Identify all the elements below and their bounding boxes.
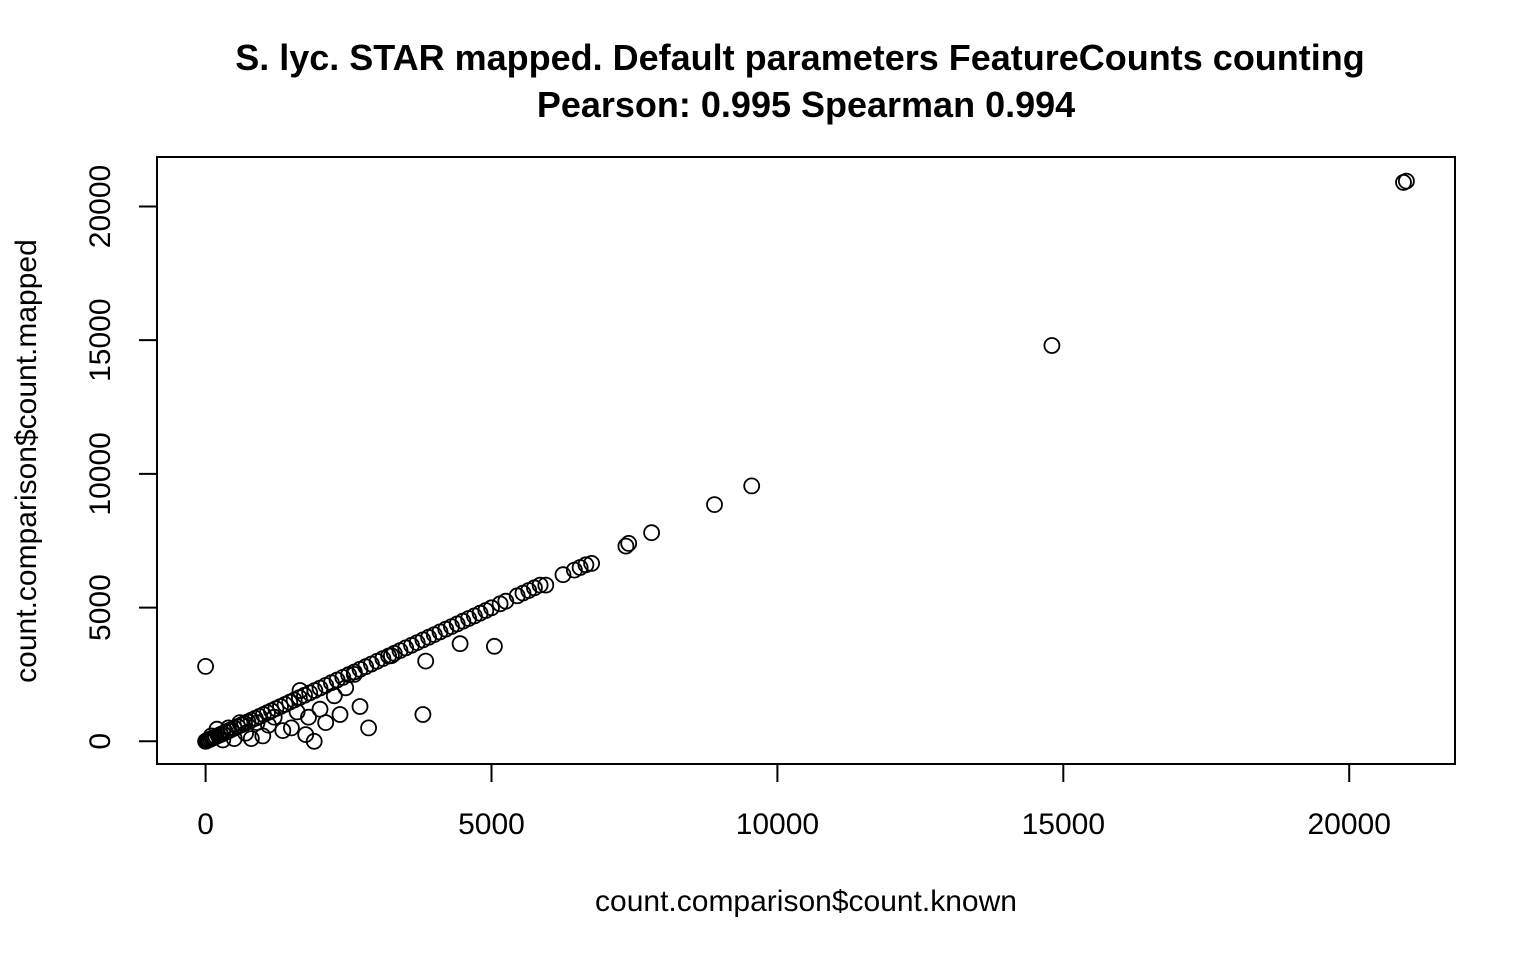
data-point — [360, 719, 378, 737]
data-point — [706, 496, 723, 514]
data-point — [351, 698, 369, 715]
data-point — [382, 647, 400, 665]
x-axis: 0 5000 10000 15000 20000 — [197, 763, 1391, 841]
y-tick-label: 15000 — [84, 298, 117, 381]
data-point — [554, 566, 572, 584]
chart-title: S. lyc. STAR mapped. Default parameters … — [235, 37, 1365, 78]
data-point — [620, 535, 638, 552]
data-point — [291, 682, 309, 699]
data-point — [202, 727, 220, 745]
data-point — [1398, 172, 1415, 190]
data-point — [537, 576, 555, 594]
data-point — [583, 555, 600, 572]
y-axis-label: count.comparison$count.mapped — [10, 239, 43, 683]
data-point — [743, 477, 761, 495]
data-point — [417, 652, 435, 670]
data-point — [345, 666, 363, 683]
data-point — [300, 708, 317, 726]
data-point — [260, 716, 277, 734]
y-tick-label: 0 — [84, 733, 117, 750]
x-tick-label: 20000 — [1307, 808, 1390, 841]
data-point — [274, 722, 292, 739]
x-tick-label: 15000 — [1022, 808, 1105, 841]
data-point — [485, 637, 503, 655]
data-point — [197, 658, 215, 675]
data-point — [617, 537, 635, 555]
data-point — [643, 524, 660, 542]
plot-frame — [156, 156, 1456, 765]
chart-subtitle: Pearson: 0.995 Spearman 0.994 — [537, 84, 1075, 125]
data-points — [197, 172, 1415, 750]
data-point — [231, 714, 249, 731]
data-point — [248, 714, 266, 731]
data-point — [282, 719, 300, 737]
y-axis: 0 5000 10000 15000 20000 — [84, 165, 158, 750]
data-point — [288, 703, 306, 721]
data-point — [531, 576, 549, 594]
y-tick-label: 20000 — [84, 165, 117, 248]
y-tick-label: 5000 — [84, 574, 117, 641]
x-tick-label: 0 — [197, 808, 214, 841]
data-point — [325, 687, 343, 705]
data-point — [242, 730, 260, 747]
data-point — [1043, 337, 1061, 354]
data-point — [414, 706, 432, 723]
data-point — [297, 726, 315, 743]
data-point — [337, 679, 355, 697]
data-point — [483, 599, 500, 617]
y-tick-label: 10000 — [84, 432, 117, 515]
data-point — [331, 706, 349, 723]
data-point — [225, 730, 243, 747]
x-tick-label: 10000 — [736, 808, 819, 841]
x-axis-label: count.comparison$count.known — [595, 885, 1017, 918]
x-tick-label: 5000 — [458, 808, 525, 841]
data-point — [451, 635, 469, 653]
data-point — [311, 700, 329, 718]
